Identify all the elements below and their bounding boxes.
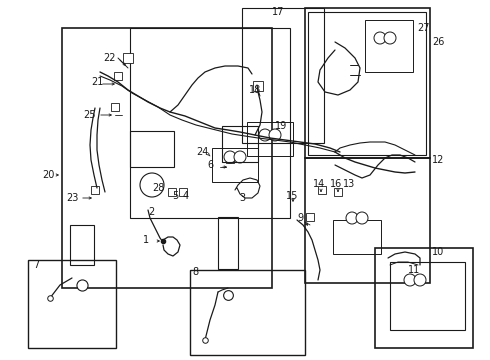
Text: 2: 2: [148, 207, 154, 217]
Text: 5: 5: [172, 191, 178, 201]
Bar: [305, 8, 430, 158]
Circle shape: [414, 274, 426, 286]
Text: 25: 25: [83, 110, 96, 120]
Bar: [70, 225, 94, 265]
Text: 17: 17: [272, 7, 284, 17]
Bar: [365, 20, 413, 72]
Text: 4: 4: [183, 191, 189, 201]
Bar: [28, 260, 116, 348]
Text: 23: 23: [66, 193, 78, 203]
Circle shape: [234, 151, 246, 163]
Bar: [375, 248, 473, 348]
Circle shape: [346, 212, 358, 224]
Bar: [190, 270, 305, 355]
Bar: [222, 126, 258, 162]
Text: 20: 20: [42, 170, 54, 180]
Circle shape: [224, 151, 236, 163]
Bar: [62, 28, 272, 288]
Bar: [390, 262, 465, 330]
Bar: [123, 53, 133, 63]
Text: 11: 11: [408, 265, 420, 275]
Text: 1: 1: [143, 235, 149, 245]
Text: 18: 18: [249, 85, 261, 95]
Bar: [111, 103, 119, 111]
Bar: [247, 122, 293, 156]
Circle shape: [374, 32, 386, 44]
Circle shape: [269, 129, 281, 141]
Text: 7: 7: [33, 260, 39, 270]
Bar: [242, 8, 324, 143]
Text: 8: 8: [192, 267, 198, 277]
Bar: [130, 131, 174, 167]
Circle shape: [384, 32, 396, 44]
Bar: [114, 72, 122, 80]
Text: 27: 27: [417, 23, 430, 33]
Text: 28: 28: [152, 183, 164, 193]
Circle shape: [356, 212, 368, 224]
Text: 10: 10: [432, 247, 444, 257]
Bar: [218, 217, 238, 269]
Text: 15: 15: [286, 191, 298, 201]
Bar: [179, 188, 187, 196]
Text: 3: 3: [239, 193, 245, 203]
Text: 12: 12: [432, 155, 444, 165]
Bar: [306, 213, 314, 221]
Bar: [212, 148, 258, 182]
Bar: [308, 12, 426, 155]
Bar: [130, 28, 290, 218]
Text: 9: 9: [297, 213, 303, 223]
Text: 21: 21: [91, 77, 103, 87]
Text: 19: 19: [275, 121, 287, 131]
Text: 16: 16: [330, 179, 342, 189]
Circle shape: [404, 274, 416, 286]
Text: 14: 14: [313, 179, 325, 189]
Text: 6: 6: [207, 160, 213, 170]
Bar: [318, 186, 326, 194]
Bar: [333, 220, 381, 254]
Circle shape: [259, 129, 271, 141]
Bar: [91, 186, 99, 194]
Bar: [334, 188, 342, 196]
Bar: [226, 155, 234, 163]
Bar: [305, 158, 430, 283]
Text: 26: 26: [432, 37, 444, 47]
Text: 24: 24: [196, 147, 208, 157]
Bar: [253, 81, 263, 91]
Text: 22: 22: [103, 53, 116, 63]
Bar: [168, 188, 176, 196]
Text: 13: 13: [343, 179, 355, 189]
